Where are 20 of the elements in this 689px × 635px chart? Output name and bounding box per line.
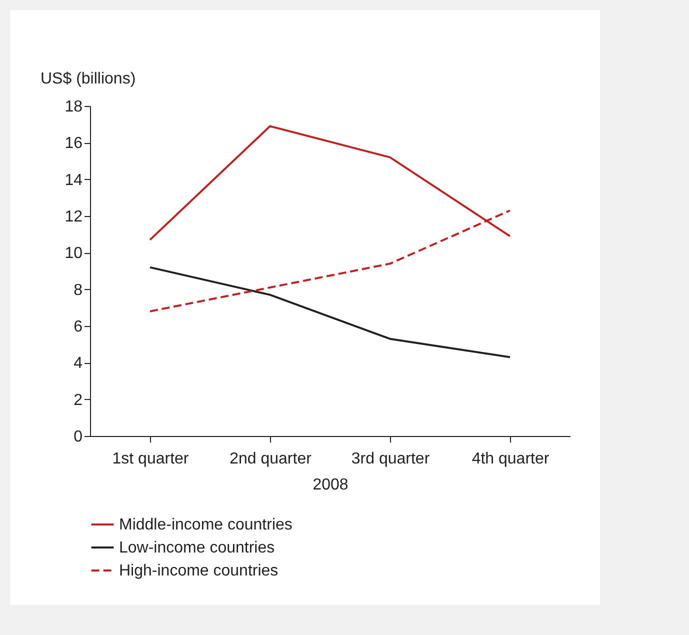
x-axis-title: 2008 <box>312 476 348 494</box>
x-tick-label: 1st quarter <box>112 450 190 468</box>
x-tick-label: 2nd quarter <box>230 450 312 468</box>
y-axis-title: US$ (billions) <box>40 70 136 88</box>
y-tick-label: 8 <box>74 282 83 299</box>
y-tick-label: 12 <box>64 208 83 226</box>
legend-label: Middle-income countries <box>119 516 292 534</box>
y-tick-label: 6 <box>74 318 83 336</box>
legend-label: Low-income countries <box>119 540 275 556</box>
y-tick-label: 18 <box>64 98 83 116</box>
y-tick-label: 16 <box>64 135 83 152</box>
y-tick-label: 4 <box>74 355 83 372</box>
y-tick-label: 10 <box>64 245 83 262</box>
y-tick-label: 2 <box>74 392 83 409</box>
y-tick-label: 14 <box>64 172 83 189</box>
legend-label: High-income countries <box>119 562 278 580</box>
y-tick-label: 0 <box>74 428 83 446</box>
line-series <box>149 266 511 358</box>
x-tick-label: 3rd quarter <box>351 450 430 468</box>
x-tick-label: 4th quarter <box>472 450 550 468</box>
